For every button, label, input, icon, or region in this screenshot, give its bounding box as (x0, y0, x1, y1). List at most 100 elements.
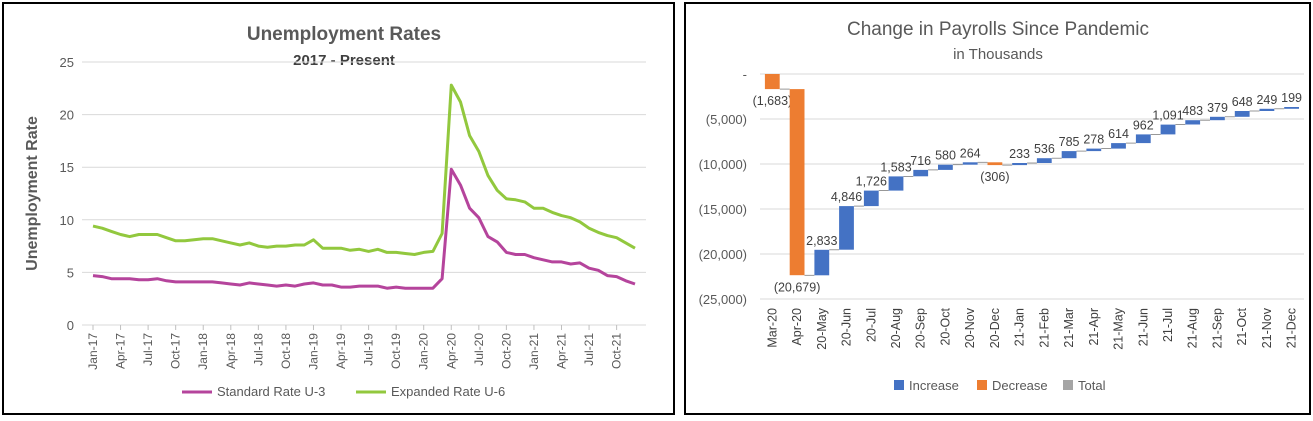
x-tick-label: 21-Oct (1235, 307, 1249, 345)
waterfall-bar (1086, 148, 1102, 152)
waterfall-bar (1135, 134, 1151, 144)
waterfall-bar (1210, 116, 1225, 121)
x-tick-label: Apr-19 (334, 333, 348, 369)
waterfall-bar (913, 169, 929, 177)
data-label: 1,091 (1152, 109, 1183, 123)
y-tick-label: (5,000) (706, 112, 747, 127)
x-tick-label: Oct-18 (279, 333, 293, 369)
x-tick-label: 20-Oct (939, 307, 953, 345)
y-tick-label: 20 (60, 108, 74, 123)
legend-entry: Expanded Rate U-6 (391, 384, 505, 399)
series-line (92, 83, 636, 256)
x-tick-label: Jul-19 (362, 333, 376, 366)
waterfall-bar (814, 249, 830, 276)
x-tick-label: 20-Nov (963, 307, 977, 348)
x-tick-label: 21-Jan (1013, 308, 1027, 346)
data-label: 580 (935, 149, 956, 163)
y-tick-label: 10 (60, 213, 74, 228)
y-tick-label: (10,000) (699, 157, 747, 172)
legend-entry: Standard Rate U-3 (217, 384, 325, 399)
x-tick-label: Jan-19 (306, 333, 320, 370)
waterfall-bar (1036, 158, 1052, 163)
data-label: 379 (1207, 101, 1228, 115)
x-tick-label: Jul-20 (472, 333, 486, 366)
legend-entry: Increase (909, 378, 959, 393)
data-label: 199 (1281, 91, 1302, 105)
waterfall-bar (1185, 120, 1201, 125)
y-tick-label: 0 (67, 318, 74, 333)
data-label: 264 (960, 146, 981, 160)
x-tick-label: Apr-18 (224, 333, 238, 369)
y-tick-label: 25 (60, 55, 74, 70)
waterfall-bar (1284, 107, 1299, 109)
series-line (92, 167, 636, 290)
x-tick-label: 21-Mar (1062, 308, 1076, 348)
x-tick-label: 20-Jul (864, 308, 878, 342)
y-tick-label: (15,000) (699, 202, 747, 217)
x-tick-label: 20-Dec (988, 308, 1002, 348)
x-tick-label: Jul-17 (141, 333, 155, 366)
x-tick-label: Jan-17 (86, 333, 100, 370)
x-tick-label: 20-May (815, 307, 829, 349)
waterfall-bar (863, 190, 879, 207)
x-tick-label: Oct-19 (389, 333, 403, 369)
data-label: 614 (1108, 127, 1129, 141)
waterfall-bar (938, 164, 953, 170)
waterfall-bar (1111, 143, 1126, 149)
x-tick-label: Apr-20 (444, 333, 458, 369)
chart-title: Change in Payrolls Since Pandemic (847, 19, 1149, 40)
payrolls-chart-panel: Change in Payrolls Since Pandemic in Thou… (684, 2, 1311, 415)
waterfall-bar (962, 162, 978, 165)
unemployment-chart-panel: Unemployment Rates 2017 - Present 0 5 10 15 20… (2, 2, 675, 415)
data-label: 278 (1083, 133, 1104, 147)
x-tick-label: Jan-18 (196, 333, 210, 370)
x-tick-label: 20-Jun (840, 308, 854, 346)
waterfall-bar (1012, 163, 1027, 166)
waterfall-bar (1259, 108, 1275, 111)
x-tick-label: Apr-20 (790, 308, 804, 346)
x-tick-label: Apr-17 (114, 333, 128, 369)
x-tick-label: 21-Feb (1037, 308, 1051, 348)
legend-entry: Total (1078, 378, 1106, 393)
x-tick-label: 21-May (1112, 307, 1126, 349)
data-label: 233 (1009, 147, 1030, 161)
x-tick-label: 21-Jul (1161, 308, 1175, 342)
data-label: (306) (980, 170, 1009, 184)
data-label: 716 (910, 154, 931, 168)
x-tick-label: Jan-20 (417, 333, 431, 370)
waterfall-bar (1234, 111, 1250, 117)
x-tick-label: Apr-21 (555, 333, 569, 369)
data-label: 249 (1256, 93, 1277, 107)
x-tick-label: 21-Aug (1186, 308, 1200, 348)
waterfall-bar (764, 74, 780, 90)
legend-swatch (977, 380, 987, 390)
legend-entry: Decrease (992, 378, 1048, 393)
waterfall-bar (888, 176, 904, 191)
data-label: 1,583 (880, 160, 911, 174)
y-tick-label: 15 (60, 160, 74, 175)
data-label: 1,726 (856, 175, 887, 189)
x-tick-label: 21-Apr (1087, 308, 1101, 346)
x-tick-label: 21-Nov (1260, 307, 1274, 348)
y-tick-label: - (743, 67, 747, 82)
legend-swatch (894, 380, 904, 390)
unemployment-line-chart: Unemployment Rates 2017 - Present 0 5 10 15 20… (24, 24, 646, 399)
data-label: 483 (1182, 104, 1203, 118)
data-label: 962 (1133, 118, 1154, 132)
chart-subtitle: in Thousands (953, 46, 1043, 63)
x-tick-label: 20-Sep (914, 308, 928, 348)
y-tick-label: (20,000) (699, 247, 747, 262)
waterfall-bar (789, 89, 805, 276)
x-tick-label: Oct-21 (610, 333, 624, 369)
y-tick-label: 5 (67, 265, 74, 280)
x-tick-label: Jul-21 (582, 333, 596, 366)
waterfall-bar (1061, 151, 1077, 159)
data-label: 4,846 (831, 190, 862, 204)
x-tick-label: Mar-20 (765, 308, 779, 348)
chart-title: Unemployment Rates (247, 24, 441, 45)
payrolls-waterfall-chart: Change in Payrolls Since Pandemic in Thou… (699, 19, 1304, 393)
waterfall-bar (1160, 124, 1176, 135)
x-tick-label: Oct-20 (499, 333, 513, 369)
waterfall-bar (987, 162, 1003, 166)
x-tick-label: Oct-17 (169, 333, 183, 369)
